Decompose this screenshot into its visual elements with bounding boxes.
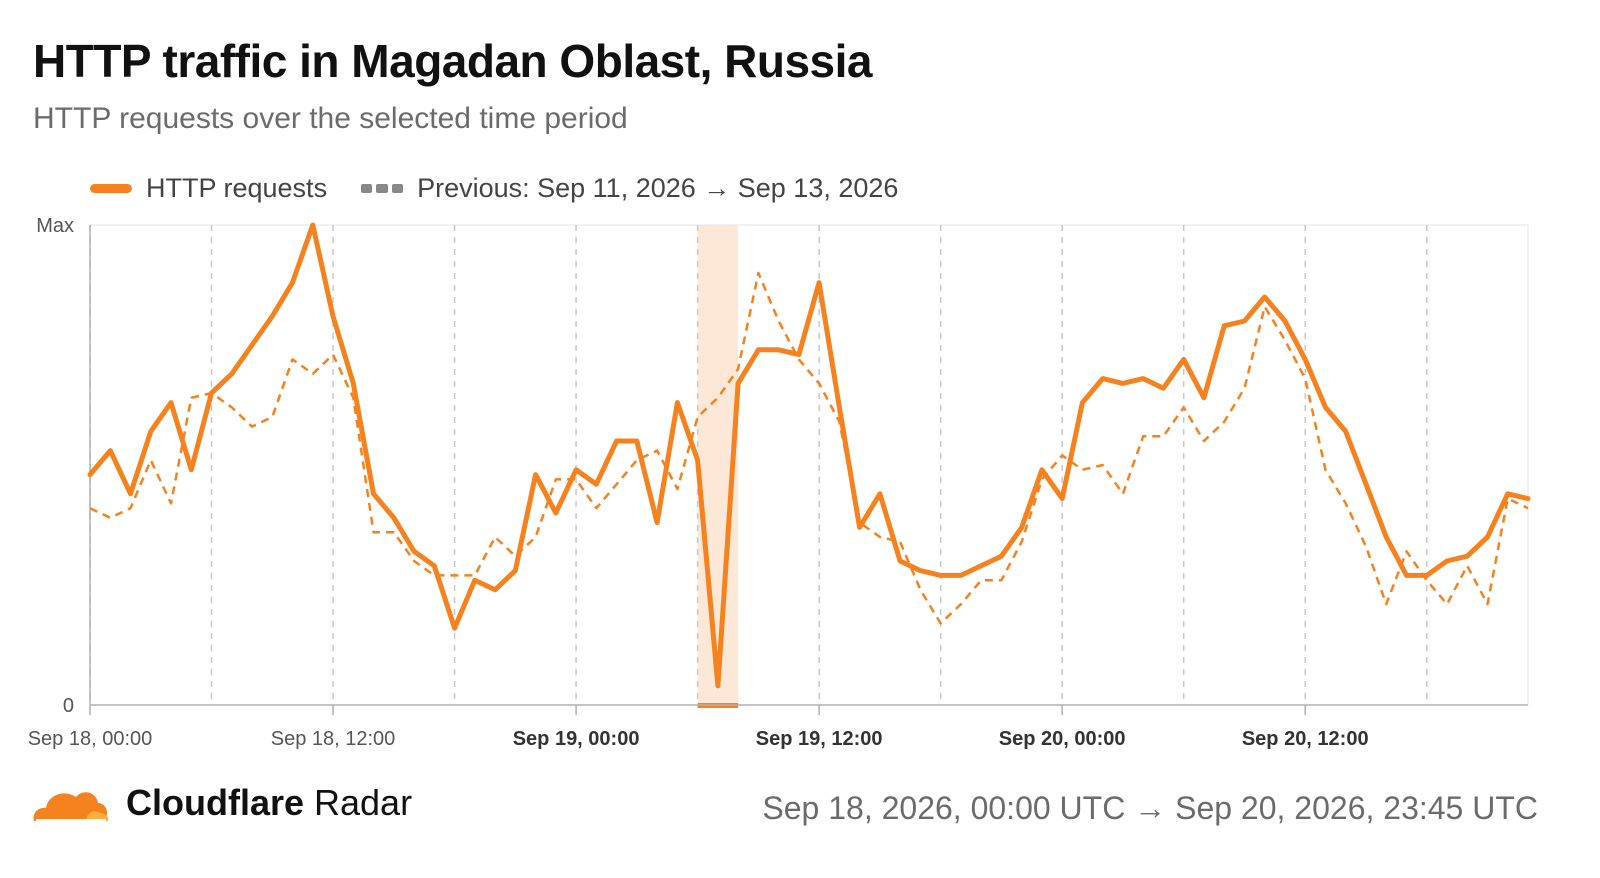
legend-label-current: HTTP requests [146,172,328,203]
date-range: Sep 18, 2026, 00:00 UTC → Sep 20, 2026, … [762,790,1538,826]
legend-swatch-solid [90,183,132,193]
x-tick-label: Sep 19, 12:00 [756,728,883,750]
chart-subtitle: HTTP requests over the selected time per… [33,102,628,135]
y-tick-label: 0 [63,695,74,717]
brand-name: Cloudflare Radar [126,782,413,823]
cloudflare-cloud-icon [33,792,109,821]
x-tick-label: Sep 18, 00:00 [28,728,153,750]
series-line-http-requests [87,222,1531,689]
chart-legend: HTTP requests Previous: Sep 11, 2026 → S… [90,170,932,206]
legend-swatch-dashed [361,183,404,193]
series-line-previous [89,271,1529,625]
legend-item-current[interactable]: HTTP requests [90,173,327,204]
x-tick-label: Sep 19, 00:00 [513,728,640,750]
legend-label-previous: Previous: Sep 11, 2026 → Sep 13, 2026 [417,172,899,203]
legend-item-previous[interactable]: Previous: Sep 11, 2026 → Sep 13, 2026 [361,173,898,204]
line-chart[interactable]: Max 0 Sep 18, 00:00 Sep 18, 12:00 Sep 19, 00… [0,210,1600,770]
x-tick-label: Sep 18, 12:00 [271,728,396,750]
x-tick-label: Sep 20, 12:00 [1242,728,1369,750]
cloudflare-radar-logo[interactable]: Cloudflare Radar [30,782,412,824]
y-tick-label: Max [36,215,74,237]
x-tick-label: Sep 20, 00:00 [999,728,1126,750]
plot-frame [89,224,1529,706]
chart-title: HTTP traffic in Magadan Oblast, Russia [33,35,873,87]
